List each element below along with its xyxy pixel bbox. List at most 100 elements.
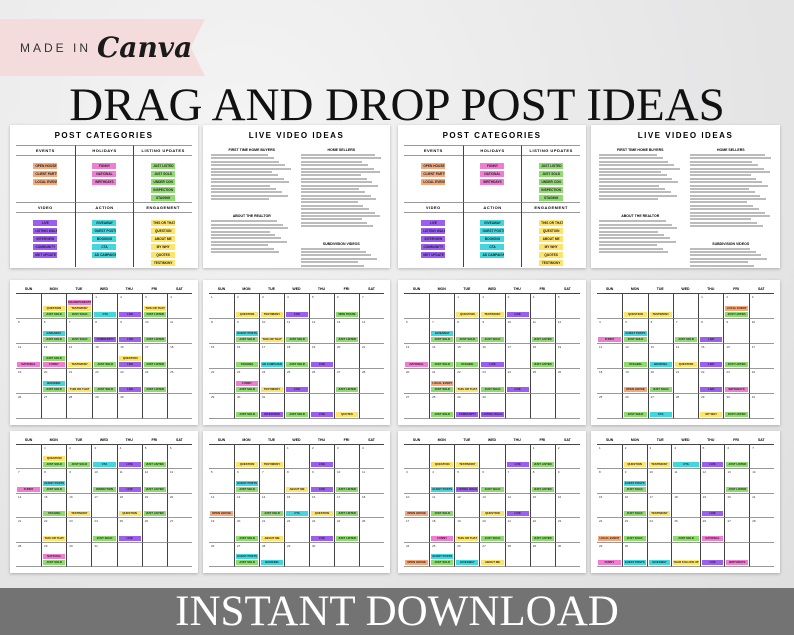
post-tag[interactable]: QUESTION: [623, 462, 646, 468]
post-tag[interactable]: CTA: [286, 511, 308, 517]
post-tag[interactable]: BIRTHDAYS: [726, 559, 749, 565]
post-tag[interactable]: JUST SOLD: [93, 535, 116, 541]
post-tag[interactable]: LOCAL EVENT: [598, 535, 621, 541]
post-tag[interactable]: LIVE: [700, 387, 723, 392]
post-tag[interactable]: GUEST POSTS: [236, 553, 258, 559]
post-tag[interactable]: QUESTION: [43, 456, 66, 462]
post-tag[interactable]: THIS OR THAT: [456, 535, 479, 541]
post-tag[interactable]: LIVE: [286, 312, 308, 317]
post-tag[interactable]: QUESTION: [119, 356, 142, 361]
post-tag[interactable]: JUST LISTED: [336, 486, 358, 492]
post-tag[interactable]: CTA: [649, 412, 672, 417]
post-tag[interactable]: JUST SOLD: [43, 462, 66, 468]
post-tag[interactable]: ABOUT ME: [286, 486, 308, 492]
post-tag[interactable]: JUST LISTED: [726, 462, 749, 468]
post-tag[interactable]: JUST SOLD: [67, 337, 92, 342]
post-tag[interactable]: BOOKING: [261, 559, 283, 565]
post-tag[interactable]: LOCAL EVENT: [431, 381, 454, 386]
post-tag[interactable]: THIS OR THAT: [261, 337, 283, 342]
post-tag[interactable]: JUST SOLD: [481, 337, 504, 342]
post-tag[interactable]: GIVEAWAY: [42, 331, 65, 336]
post-tag[interactable]: JUST LISTED: [143, 511, 166, 517]
post-tag[interactable]: JUST SOLD: [674, 337, 698, 342]
post-tag[interactable]: JUST SOLD: [431, 387, 454, 392]
post-tag[interactable]: STAGING: [624, 362, 647, 367]
post-tag[interactable]: THIS OR THAT: [43, 535, 66, 541]
post-tag[interactable]: JUST SOLD: [481, 387, 504, 392]
post-tag[interactable]: GUEST POSTS: [43, 480, 66, 486]
post-tag[interactable]: LIVE: [119, 362, 142, 367]
post-tag[interactable]: JUST LISTED: [725, 412, 748, 417]
post-tag[interactable]: TESTIMONY: [67, 306, 92, 311]
post-tag[interactable]: COMMUNITY: [456, 412, 479, 417]
post-tag[interactable]: CTA: [673, 462, 699, 468]
post-tag[interactable]: JUST SOLD: [286, 337, 308, 342]
post-tag[interactable]: THIS OR THAT: [67, 387, 92, 392]
post-tag[interactable]: LIVE: [119, 312, 142, 317]
post-tag[interactable]: JUST SOLD: [236, 337, 258, 342]
post-tag[interactable]: LIVE: [701, 511, 724, 517]
post-tag[interactable]: LIVE: [118, 462, 141, 468]
post-tag[interactable]: TESTIMONY: [648, 511, 671, 517]
post-tag[interactable]: JUST SOLD: [68, 462, 91, 468]
post-tag[interactable]: JUST SOLD: [481, 535, 504, 541]
post-tag[interactable]: THIS OR THAT: [144, 306, 167, 311]
post-tag[interactable]: JUST LISTED: [531, 337, 554, 342]
post-tag[interactable]: BOOKING: [42, 381, 65, 386]
post-tag[interactable]: GRANDPARENTS: [67, 300, 92, 305]
post-tag[interactable]: JUST SOLD: [623, 535, 646, 541]
post-tag[interactable]: JUST SOLD: [94, 387, 117, 392]
post-tag[interactable]: JUST SOLD: [236, 412, 258, 417]
post-tag[interactable]: LIVE: [506, 387, 529, 392]
post-tag[interactable]: GUEST POSTS: [623, 480, 646, 486]
post-tag[interactable]: LIVE: [311, 412, 333, 417]
post-tag[interactable]: JUST LISTED: [336, 387, 358, 392]
post-tag[interactable]: THIS OR THAT: [456, 387, 479, 392]
post-tag[interactable]: LOCAL EVENT: [725, 306, 748, 311]
post-tag[interactable]: JUST SOLD: [624, 337, 647, 342]
post-tag[interactable]: CTA: [94, 312, 117, 317]
post-tag[interactable]: QUESTION: [118, 511, 141, 517]
post-tag[interactable]: INSPECTION: [93, 486, 116, 492]
post-tag[interactable]: JUST SOLD: [236, 559, 258, 565]
post-tag[interactable]: QUESTION: [624, 312, 647, 317]
post-tag[interactable]: OPEN HOUSE: [210, 511, 233, 517]
post-tag[interactable]: JUST LISTED: [336, 535, 358, 541]
post-tag[interactable]: JUST SOLD: [42, 356, 65, 361]
post-tag[interactable]: LISTING WALK: [481, 412, 504, 417]
post-tag[interactable]: OPEN HOUSE: [405, 559, 429, 565]
post-tag[interactable]: JUST SOLD: [261, 511, 283, 517]
post-tag[interactable]: JUST LISTED: [144, 312, 167, 317]
post-tag[interactable]: JUST LISTED: [144, 362, 167, 367]
post-tag[interactable]: JUST SOLD: [236, 486, 258, 492]
post-tag[interactable]: YEAR FOLLOW UP: [673, 559, 699, 565]
post-tag[interactable]: JUST SOLD: [236, 535, 258, 541]
post-tag[interactable]: LIVE: [700, 337, 723, 342]
post-tag[interactable]: TESTIMONY: [481, 312, 504, 317]
post-tag[interactable]: OPEN HOUSE: [405, 511, 429, 517]
post-tag[interactable]: GUEST POSTS: [624, 331, 647, 336]
post-tag[interactable]: INTERVIEW: [261, 412, 283, 417]
post-tag[interactable]: TESTIMONY: [67, 362, 92, 367]
post-tag[interactable]: JUST LISTED: [143, 462, 166, 468]
post-tag[interactable]: OPEN HOUSE: [624, 387, 647, 392]
post-tag[interactable]: NATIONAL: [701, 535, 724, 541]
post-tag[interactable]: JUST SOLD: [481, 486, 504, 492]
post-tag[interactable]: JUST SOLD: [649, 387, 672, 392]
post-tag[interactable]: LIVE: [701, 559, 724, 565]
post-tag[interactable]: JUST SOLD: [431, 362, 454, 367]
post-tag[interactable]: AD CAMPAIGN: [261, 362, 283, 367]
post-tag[interactable]: JUST LISTED: [143, 486, 166, 492]
post-tag[interactable]: BIRTHDAYS: [725, 387, 748, 392]
post-tag[interactable]: LIVE: [506, 462, 529, 468]
post-tag[interactable]: GIVEAWAY: [456, 559, 479, 565]
post-tag[interactable]: GUEST POSTS: [431, 486, 454, 492]
post-tag[interactable]: TESTIMONY: [68, 511, 91, 517]
post-tag[interactable]: TESTIMONY: [648, 462, 671, 468]
post-tag[interactable]: QUESTION: [456, 312, 479, 317]
post-tag[interactable]: LIVE: [311, 462, 333, 468]
post-tag[interactable]: LIVE: [701, 462, 724, 468]
post-tag[interactable]: JUST LISTED: [726, 486, 749, 492]
post-tag[interactable]: GIVEAWAY: [648, 559, 671, 565]
post-tag[interactable]: JUST LISTED: [144, 387, 167, 392]
